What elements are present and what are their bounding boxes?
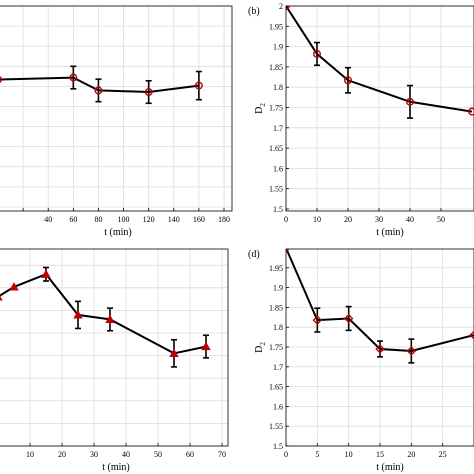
- x-tick-label: 10: [345, 450, 353, 459]
- series-line: [0, 272, 207, 355]
- data-point: [468, 107, 474, 116]
- x-tick-label: 40: [44, 215, 52, 224]
- x-tick-label: 60: [186, 450, 194, 459]
- x-tick-label: 15: [376, 450, 384, 459]
- x-tick-label: 180: [218, 215, 230, 224]
- series-group: [286, 6, 474, 119]
- data-point: [0, 295, 3, 301]
- y-tick-label: 1.95: [269, 264, 283, 273]
- y-tick-label: 1.85: [269, 303, 283, 312]
- x-axis-label: t (min): [376, 462, 404, 473]
- x-axis-label: t (min): [104, 227, 132, 238]
- y-axis-label: D2: [254, 103, 267, 114]
- data-point: [201, 341, 211, 351]
- y-tick-label: 1.55: [269, 422, 283, 431]
- data-point: [469, 330, 474, 340]
- x-tick-label: 30: [90, 450, 98, 459]
- data-point: [406, 346, 417, 356]
- data-point: [144, 88, 153, 97]
- data-point: [344, 76, 353, 85]
- x-tick-label: 50: [154, 450, 162, 459]
- x-tick-label: 120: [143, 215, 155, 224]
- series-line: [286, 249, 474, 353]
- y-tick-label: 1.8: [273, 323, 283, 332]
- plot-frame: [285, 5, 474, 212]
- y-tick-label: 1.9: [273, 43, 283, 52]
- panel-label: (b): [248, 6, 260, 17]
- data-point: [286, 6, 290, 10]
- y-axis-label: D2: [254, 342, 267, 353]
- x-tick-label: 5: [315, 450, 319, 459]
- x-tick-label: 40: [122, 450, 130, 459]
- y-tick-label: 1.85: [269, 63, 283, 72]
- x-tick-label: 70: [218, 450, 226, 459]
- x-tick-label: 160: [193, 215, 205, 224]
- y-tick-label: 1.5: [273, 205, 283, 214]
- plot-frame: [0, 248, 229, 447]
- panel-top-right: 0 10 20 30 40 50 1.5 1.55 1.6 1.65 1.7 1.75 1.8 1.85 1…: [248, 2, 474, 238]
- x-tick-label: 10: [26, 450, 34, 459]
- y-tick-label: 1.7: [273, 124, 283, 133]
- x-axis-label: t (min): [376, 227, 404, 238]
- x-tick-label: 20: [344, 215, 352, 224]
- plot-frame: [0, 5, 233, 212]
- x-tick-label: 20: [58, 450, 66, 459]
- y-tick-label: 1.75: [269, 343, 283, 352]
- x-tick-label: 60: [69, 215, 77, 224]
- data-point: [94, 86, 103, 95]
- y-tick-label: 1.7: [273, 363, 283, 372]
- x-tick-label: 0: [284, 215, 288, 224]
- y-tick-label: 1.55: [269, 185, 283, 194]
- data-point: [9, 282, 19, 291]
- data-point: [313, 49, 322, 58]
- y-tick-label: 1.9: [273, 284, 283, 293]
- y-tick-label: 1.95: [269, 22, 283, 31]
- data-point: [105, 314, 115, 324]
- x-axis-label: t (min): [102, 462, 130, 473]
- x-tick-label: 50: [437, 215, 445, 224]
- series-group: [0, 65, 203, 105]
- y-tick-label: 1.6: [273, 164, 283, 173]
- series-group: [0, 266, 211, 368]
- y-tick-label: 1.65: [269, 383, 283, 392]
- y-tick-label: 1.6: [273, 402, 283, 411]
- series-group: [286, 249, 474, 364]
- data-point: [73, 310, 83, 319]
- y-tick-label: 2: [279, 2, 283, 11]
- x-tick-label: 40: [406, 215, 414, 224]
- data-point: [169, 348, 179, 357]
- data-point: [375, 344, 385, 354]
- data-point: [41, 269, 51, 278]
- panel-bottom-left: 010203040506070t (min): [0, 248, 229, 473]
- data-point: [406, 97, 415, 106]
- x-tick-label: 10: [313, 215, 321, 224]
- data-point: [312, 315, 323, 325]
- panel-bottom-right: 0 5 10 15 20 25 1.5 1.55 1.6 1.65 1.7 1.75 1.8 1.85 1.…: [248, 248, 474, 473]
- y-tick-label: 1.65: [269, 144, 283, 153]
- x-tick-label: 80: [94, 215, 102, 224]
- x-tick-label: 30: [375, 215, 383, 224]
- data-point: [343, 313, 354, 324]
- x-tick-label: 0: [284, 450, 288, 459]
- x-tick-label: 20: [407, 450, 415, 459]
- y-tick-label: 1.75: [269, 104, 283, 113]
- y-tick-label: 1.8: [273, 83, 283, 92]
- data-point: [69, 73, 78, 82]
- panel-top-left: 40 60 80 100 120 140 160 180 t (min): [0, 5, 233, 238]
- x-tick-label: 100: [118, 215, 130, 224]
- x-tick-label: 140: [168, 215, 180, 224]
- data-point: [0, 76, 2, 84]
- y-tick-label: 1.5: [273, 442, 283, 451]
- data-point: [194, 81, 203, 90]
- x-tick-label: 25: [439, 450, 447, 459]
- panel-label: (d): [248, 249, 260, 260]
